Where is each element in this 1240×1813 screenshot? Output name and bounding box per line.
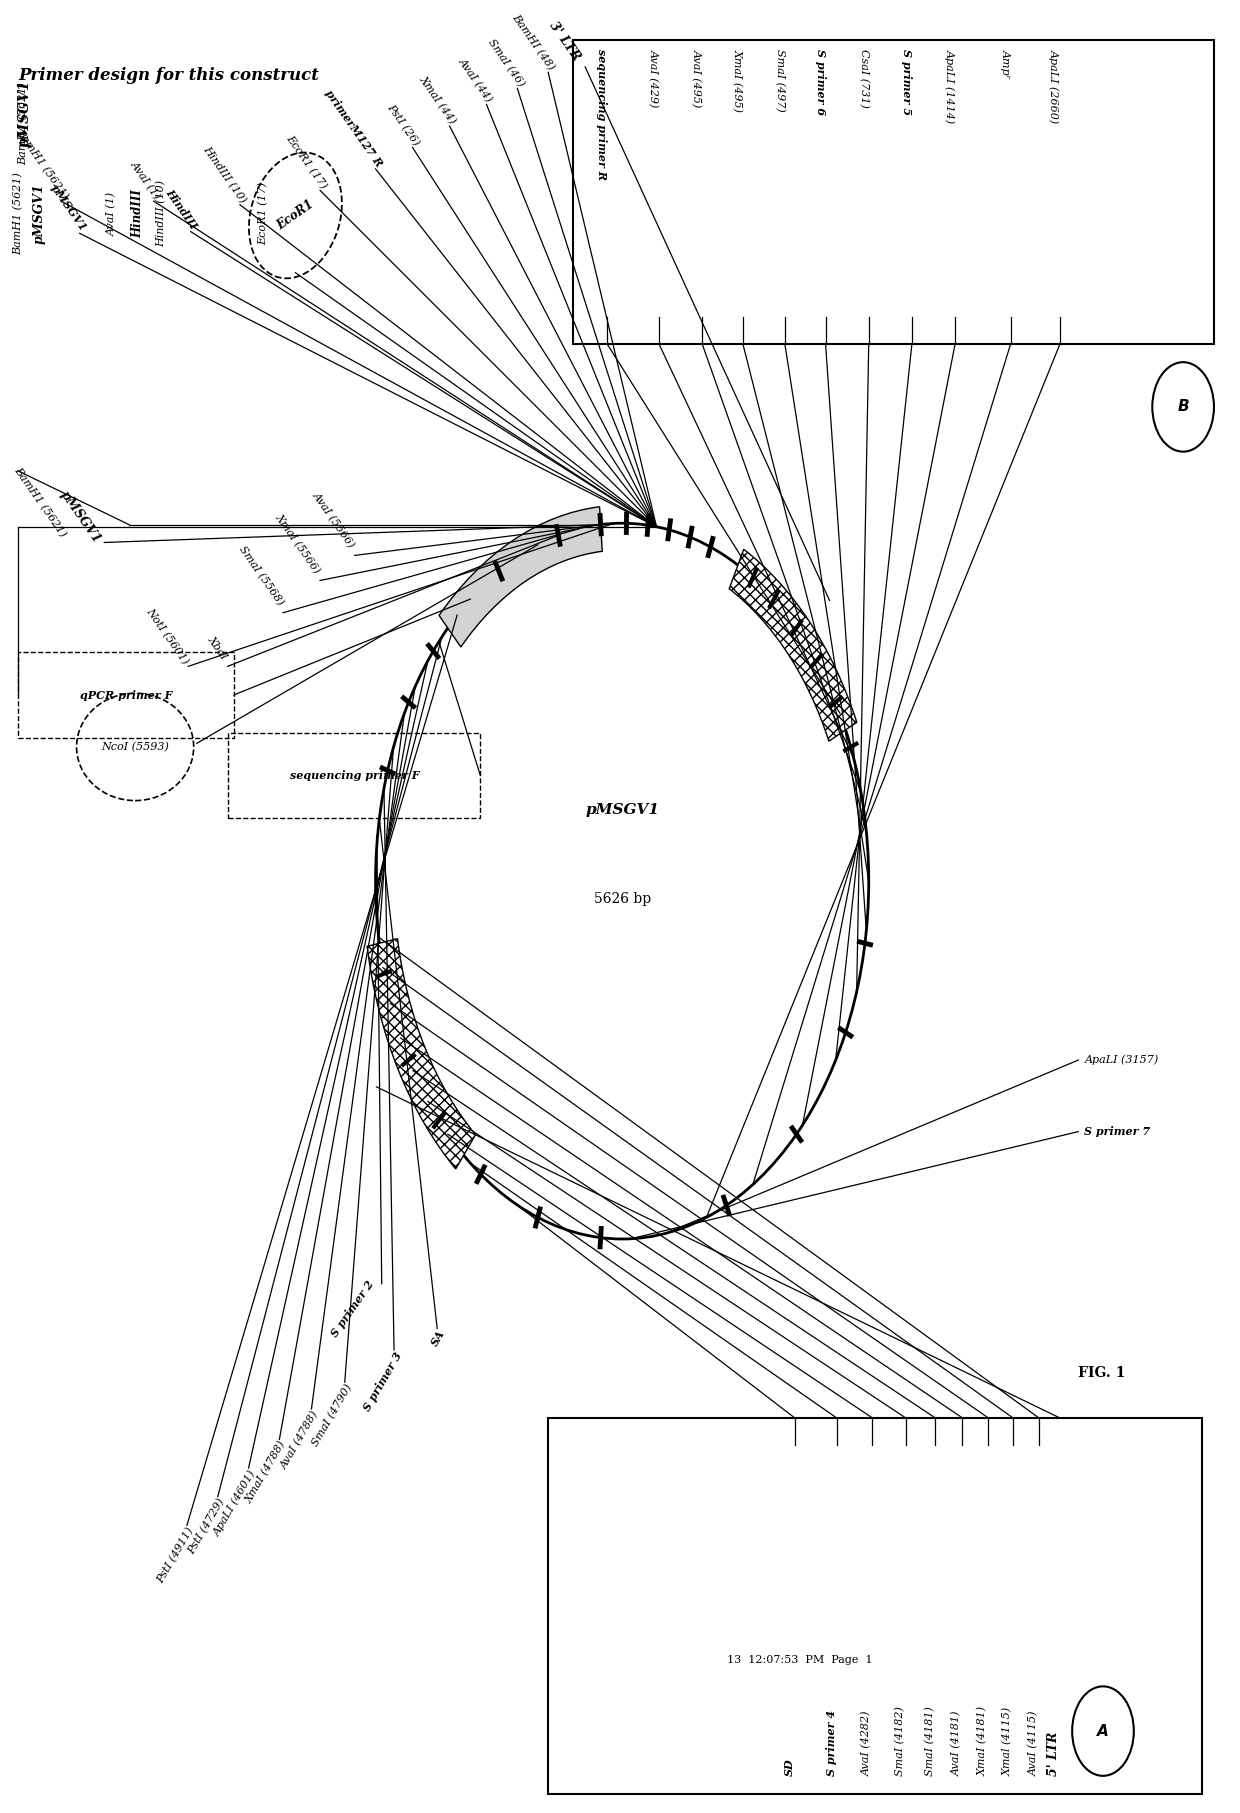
Wedge shape bbox=[367, 939, 475, 1169]
Text: SA: SA bbox=[429, 1329, 446, 1349]
Text: EcoR1 (17): EcoR1 (17) bbox=[258, 181, 269, 245]
Text: 3' LTR: 3' LTR bbox=[547, 20, 583, 63]
Text: ApaLI (1414): ApaLI (1414) bbox=[945, 49, 955, 123]
Text: SmaI (46): SmaI (46) bbox=[485, 36, 526, 89]
Text: HindIII: HindIII bbox=[131, 189, 144, 238]
Text: S primer 3: S primer 3 bbox=[361, 1351, 403, 1412]
Text: FIG. 1: FIG. 1 bbox=[1079, 1367, 1126, 1380]
Text: XmaI (4181): XmaI (4181) bbox=[978, 1706, 988, 1775]
Text: Xmal (4115): Xmal (4115) bbox=[1003, 1706, 1013, 1775]
Text: AvaI (4181): AvaI (4181) bbox=[952, 1710, 962, 1775]
Text: S primer 6: S primer 6 bbox=[815, 49, 826, 116]
Text: BamH1 (5621): BamH1 (5621) bbox=[12, 464, 68, 538]
Text: B: B bbox=[1177, 399, 1189, 415]
Text: sequencing primer R: sequencing primer R bbox=[596, 49, 608, 179]
Text: XmaI (5566): XmaI (5566) bbox=[274, 511, 322, 575]
Text: HindIII: HindIII bbox=[164, 187, 200, 232]
Bar bbox=[548, 1418, 1202, 1793]
Text: XbaI: XbaI bbox=[207, 635, 229, 662]
Bar bbox=[573, 40, 1214, 344]
Text: PstI (26): PstI (26) bbox=[384, 102, 422, 147]
Text: PstI (4729): PstI (4729) bbox=[186, 1498, 227, 1556]
Text: pMSGV1: pMSGV1 bbox=[585, 803, 660, 816]
Text: XmaI (44): XmaI (44) bbox=[418, 74, 458, 125]
Text: BamHI (48): BamHI (48) bbox=[511, 13, 557, 73]
Text: AvaI (1): AvaI (1) bbox=[128, 160, 162, 201]
Bar bbox=[19, 653, 234, 738]
Text: AvaI (5566): AvaI (5566) bbox=[311, 491, 357, 549]
Bar bbox=[228, 732, 480, 818]
Text: S primer 2: S primer 2 bbox=[329, 1278, 376, 1338]
Text: pMSGV1: pMSGV1 bbox=[48, 183, 89, 234]
Text: SmaI (5568): SmaI (5568) bbox=[237, 544, 285, 607]
Text: A: A bbox=[1097, 1724, 1109, 1739]
Text: ApaLI (4601): ApaLI (4601) bbox=[212, 1469, 258, 1537]
Text: pMSGV1: pMSGV1 bbox=[19, 80, 32, 147]
Text: AvaI (4282): AvaI (4282) bbox=[862, 1710, 873, 1775]
Text: XmaI (495): XmaI (495) bbox=[733, 49, 743, 112]
Text: pMSGV1: pMSGV1 bbox=[32, 183, 46, 245]
Text: ApaLI (3157): ApaLI (3157) bbox=[1085, 1055, 1158, 1066]
Text: AvaI (1): AvaI (1) bbox=[107, 192, 117, 236]
Text: SmaI (497): SmaI (497) bbox=[775, 49, 785, 112]
Text: 13  12:07:53  PM  Page  1: 13 12:07:53 PM Page 1 bbox=[727, 1655, 873, 1664]
Text: HindIII (10): HindIII (10) bbox=[156, 179, 166, 247]
Text: EcoR1 (17): EcoR1 (17) bbox=[284, 132, 329, 190]
Text: AvaI (44): AvaI (44) bbox=[458, 56, 495, 105]
Text: primerM127 R: primerM127 R bbox=[324, 87, 384, 169]
Text: BamH1 (5621): BamH1 (5621) bbox=[19, 82, 29, 165]
Text: S primer 7: S primer 7 bbox=[1085, 1126, 1151, 1137]
Text: SD: SD bbox=[784, 1759, 795, 1775]
Text: pMSGV1: pMSGV1 bbox=[58, 490, 103, 546]
Text: qPCR primer F: qPCR primer F bbox=[81, 689, 172, 700]
Text: 5' LTR: 5' LTR bbox=[1047, 1731, 1060, 1775]
Text: BamH1 (5621): BamH1 (5621) bbox=[14, 172, 24, 256]
Text: SmaI (4790): SmaI (4790) bbox=[310, 1382, 353, 1449]
Text: EcoR1: EcoR1 bbox=[274, 198, 316, 232]
Text: PstI (4911): PstI (4911) bbox=[155, 1525, 196, 1585]
Wedge shape bbox=[729, 549, 857, 742]
Text: HindIII (10): HindIII (10) bbox=[201, 143, 248, 205]
Text: S primer 4: S primer 4 bbox=[826, 1710, 837, 1775]
Wedge shape bbox=[439, 508, 603, 647]
Text: NcoI (5593): NcoI (5593) bbox=[102, 742, 169, 752]
Text: AvaI (495): AvaI (495) bbox=[692, 49, 702, 107]
Text: ApaLI (2660): ApaLI (2660) bbox=[1049, 49, 1060, 123]
Text: NotI (5601): NotI (5601) bbox=[144, 606, 191, 667]
Text: Primer design for this construct: Primer design for this construct bbox=[19, 67, 319, 83]
Text: Ampʳ: Ampʳ bbox=[1001, 49, 1011, 78]
Text: AvaI (4115): AvaI (4115) bbox=[1028, 1710, 1039, 1775]
Text: 5626 bp: 5626 bp bbox=[594, 892, 651, 906]
Text: SmaI (4182): SmaI (4182) bbox=[895, 1706, 905, 1775]
Text: CsaI (731): CsaI (731) bbox=[858, 49, 869, 109]
Text: AvaI (4788): AvaI (4788) bbox=[279, 1409, 320, 1470]
Text: BamH1 (5621): BamH1 (5621) bbox=[14, 127, 69, 201]
Text: SmaI (4181): SmaI (4181) bbox=[925, 1706, 935, 1775]
Text: XmaI (4788): XmaI (4788) bbox=[244, 1440, 289, 1505]
Text: sequencing primer F: sequencing primer F bbox=[290, 771, 419, 781]
Text: S primer 5: S primer 5 bbox=[901, 49, 911, 116]
Text: AvaI (429): AvaI (429) bbox=[649, 49, 660, 107]
